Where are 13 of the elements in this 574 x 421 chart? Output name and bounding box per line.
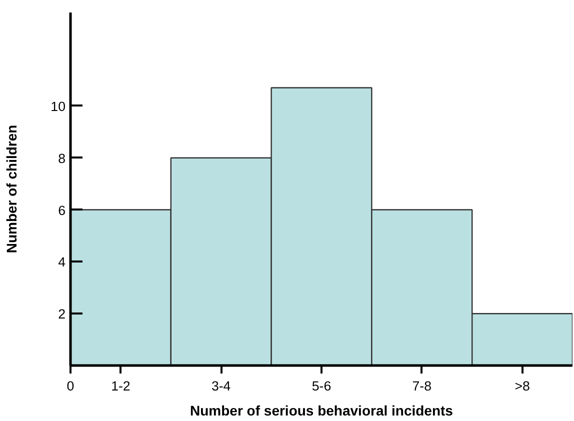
x-tick-label: 1-2 (111, 378, 130, 394)
x-tick-label: 3-4 (211, 378, 232, 394)
y-tick-label: 4 (58, 254, 66, 270)
y-tick-label: 2 (58, 306, 66, 322)
x-tick-label: >8 (514, 378, 530, 394)
y-axis-title: Number of children (4, 124, 20, 254)
x-axis-title: Number of serious behavioral incidents (190, 402, 454, 418)
x-tick-label: 7-8 (412, 378, 432, 394)
y-tick-label: 8 (58, 150, 66, 166)
y-tick-label: 10 (50, 98, 66, 114)
text: 0 (66, 378, 74, 394)
y-tick-label: 6 (58, 202, 66, 218)
x-tick-label: 5-6 (312, 378, 332, 394)
